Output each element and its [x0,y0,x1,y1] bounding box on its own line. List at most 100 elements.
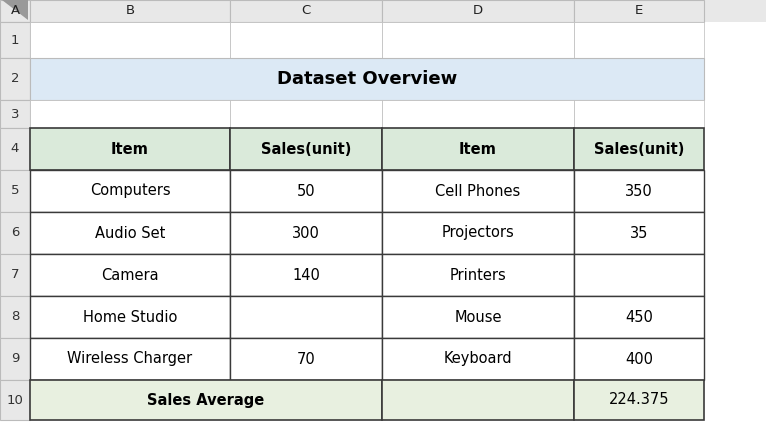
Bar [30,0,230,22]
Bar [0,170,30,212]
Bar [30,380,382,420]
Bar [30,100,230,128]
Bar [382,22,574,58]
Bar [230,0,382,22]
Bar [382,212,574,254]
Text: Computers: Computers [90,183,170,198]
Bar [30,296,230,338]
Bar [30,170,230,212]
Bar [574,22,704,58]
Text: 7: 7 [11,268,19,281]
Bar [30,338,230,380]
Text: A: A [11,4,20,17]
Bar [30,58,704,100]
Text: 300: 300 [292,226,320,240]
Text: Projectors: Projectors [442,226,515,240]
Bar [0,296,30,338]
Bar [704,22,766,58]
Bar [704,212,766,254]
Bar [704,380,766,420]
Bar [230,338,382,380]
Bar [230,170,382,212]
Bar [230,212,382,254]
Bar [574,212,704,254]
Bar [0,0,30,22]
Bar [0,128,30,170]
Bar [704,380,766,420]
Bar [230,254,382,296]
Bar [230,128,382,170]
Bar [574,100,704,128]
Bar [382,296,574,338]
Bar [704,100,766,128]
Bar [574,170,704,212]
Bar [574,0,704,22]
Text: Mouse: Mouse [454,310,502,325]
Text: E: E [635,4,643,17]
Text: 3: 3 [11,107,19,120]
Bar [382,254,574,296]
Bar [574,296,704,338]
Text: Dataset Overview: Dataset Overview [277,70,457,88]
Bar [30,212,230,254]
Text: 450: 450 [625,310,653,325]
Bar [704,254,766,296]
Bar [0,100,30,128]
Text: 5: 5 [11,185,19,198]
Bar [230,296,382,338]
Bar [574,338,704,380]
Text: 10: 10 [7,393,24,406]
Text: Cell Phones: Cell Phones [435,183,521,198]
Text: 35: 35 [630,226,648,240]
Text: Item: Item [459,141,497,157]
Text: Item: Item [111,141,149,157]
Text: 70: 70 [296,351,316,367]
Bar [382,0,574,22]
Bar [30,22,230,58]
Bar [0,338,30,380]
Bar [0,58,30,100]
Text: B: B [126,4,135,17]
Text: Audio Set: Audio Set [95,226,165,240]
Bar [704,170,766,212]
Bar [704,128,766,170]
Bar [0,0,766,22]
Text: Camera: Camera [101,268,159,282]
Bar [230,22,382,58]
Bar [230,100,382,128]
Bar [0,254,30,296]
Text: Sales(unit): Sales(unit) [594,141,684,157]
Polygon shape [2,0,28,20]
Text: 50: 50 [296,183,316,198]
Text: Keyboard: Keyboard [444,351,512,367]
Text: C: C [301,4,311,17]
Text: 224.375: 224.375 [609,392,669,408]
Text: Sales Average: Sales Average [147,392,264,408]
Bar [704,296,766,338]
Text: Wireless Charger: Wireless Charger [67,351,192,367]
Bar [0,212,30,254]
Text: 1: 1 [11,33,19,46]
Text: Home Studio: Home Studio [83,310,177,325]
Bar [30,128,230,170]
Bar [574,380,704,420]
Text: Printers: Printers [450,268,506,282]
Bar [0,380,30,420]
Bar [382,100,574,128]
Text: 9: 9 [11,352,19,366]
Text: Sales(unit): Sales(unit) [260,141,351,157]
Bar [704,58,766,100]
Bar [704,58,766,100]
Text: 4: 4 [11,143,19,156]
Text: 140: 140 [292,268,320,282]
Bar [704,338,766,380]
Bar [574,254,704,296]
Bar [574,128,704,170]
Text: 6: 6 [11,227,19,240]
Bar [382,338,574,380]
Bar [30,254,230,296]
Bar [382,128,574,170]
Bar [704,100,766,128]
Bar [704,22,766,58]
Text: 2: 2 [11,73,19,86]
